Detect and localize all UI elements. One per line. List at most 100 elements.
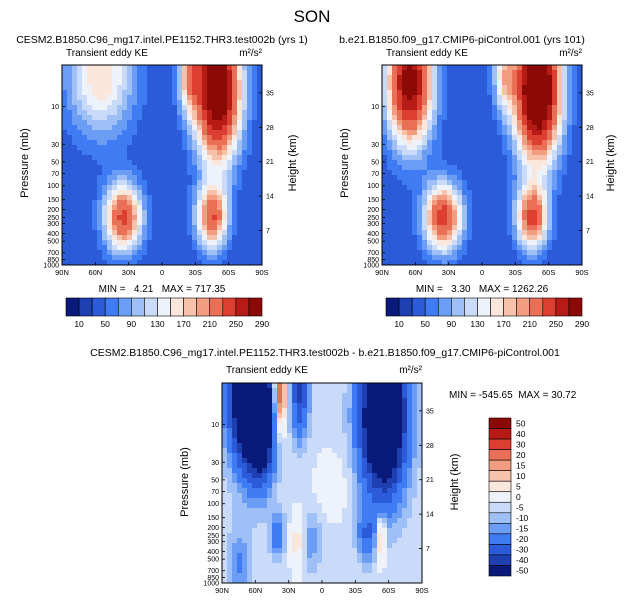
heatmap-cell: [292, 523, 298, 529]
heatmap-cell: [387, 483, 393, 489]
heatmap-cell: [142, 255, 148, 261]
heatmap-cell: [162, 180, 168, 186]
heatmap-cell: [472, 120, 478, 126]
heatmap-cell: [242, 195, 248, 201]
heatmap-cell: [212, 95, 218, 101]
heatmap-cell: [182, 140, 188, 146]
heatmap-cell: [402, 95, 408, 101]
heatmap-cell: [357, 553, 363, 559]
heatmap-cell: [432, 75, 438, 81]
heatmap-cell: [267, 478, 273, 484]
heatmap-cell: [382, 468, 388, 474]
heatmap-cell: [477, 260, 483, 266]
heatmap-cell: [117, 130, 123, 136]
heatmap-cell: [227, 578, 233, 584]
heatmap-cell: [572, 105, 578, 111]
heatmap-cell: [542, 105, 548, 111]
heatmap-cell: [387, 558, 393, 564]
heatmap-cell: [487, 125, 493, 131]
heatmap-cell: [507, 205, 513, 211]
heatmap-cell: [257, 523, 263, 529]
heatmap-cell: [417, 418, 423, 424]
heatmap-cell: [117, 210, 123, 216]
heatmap-cell: [412, 523, 418, 529]
heatmap-cell: [152, 130, 158, 136]
heatmap-cell: [577, 205, 583, 211]
heatmap-cell: [547, 260, 553, 266]
heatmap-cell: [557, 190, 563, 196]
heatmap-cell: [497, 200, 503, 206]
heatmap-cell: [337, 478, 343, 484]
heatmap-cell: [262, 418, 268, 424]
heatmap-cell: [327, 433, 333, 439]
colorbar-label: 250: [229, 319, 243, 329]
heatmap-cell: [487, 195, 493, 201]
heatmap-cell: [507, 75, 513, 81]
heatmap-cell: [537, 140, 543, 146]
heatmap-cell: [532, 235, 538, 241]
heatmap-cell: [192, 90, 198, 96]
heatmap-cell: [347, 483, 353, 489]
heatmap-cell: [387, 130, 393, 136]
heatmap-cell: [462, 70, 468, 76]
heatmap-cell: [297, 498, 303, 504]
heatmap-cell: [347, 413, 353, 419]
heatmap-cell: [532, 155, 538, 161]
heatmap-cell: [302, 563, 308, 569]
heatmap-cell: [422, 115, 428, 121]
heatmap-cell: [232, 245, 238, 251]
heatmap-cell: [127, 175, 133, 181]
heatmap-cell: [512, 150, 518, 156]
heatmap-cell: [332, 493, 338, 499]
heatmap-cell: [67, 165, 73, 171]
heatmap-cell: [352, 418, 358, 424]
heatmap-cell: [162, 215, 168, 221]
heatmap-cell: [382, 85, 388, 91]
heatmap-cell: [267, 448, 273, 454]
heatmap-cell: [277, 503, 283, 509]
heatmap-cell: [317, 388, 323, 394]
heatmap-cell: [162, 115, 168, 121]
heatmap-cell: [522, 225, 528, 231]
heatmap-cell: [497, 225, 503, 231]
heatmap-cell: [402, 488, 408, 494]
heatmap-cell: [437, 90, 443, 96]
heatmap-cell: [412, 170, 418, 176]
heatmap-cell: [492, 260, 498, 266]
heatmap-cell: [297, 483, 303, 489]
heatmap-cell: [127, 80, 133, 86]
heatmap-cell: [262, 398, 268, 404]
heatmap-cell: [562, 205, 568, 211]
heatmap-cell: [332, 388, 338, 394]
heatmap-cell: [97, 240, 103, 246]
heatmap-cell: [377, 403, 383, 409]
heatmap-cell: [472, 235, 478, 241]
heatmap-cell: [232, 200, 238, 206]
heatmap-cell: [577, 215, 583, 221]
heatmap-cell: [577, 210, 583, 216]
heatmap-cell: [382, 130, 388, 136]
heatmap-cell: [437, 190, 443, 196]
heatmap-cell: [457, 240, 463, 246]
heatmap-cell: [247, 160, 253, 166]
heatmap-cell: [572, 140, 578, 146]
heatmap-cell: [177, 255, 183, 261]
heatmap-cell: [87, 160, 93, 166]
left-subtitle: Transient eddy KE: [386, 48, 468, 59]
heatmap-cell: [212, 185, 218, 191]
heatmap-cell: [122, 235, 128, 241]
heatmap-cell: [272, 568, 278, 574]
heatmap-cell: [157, 200, 163, 206]
heatmap-cell: [562, 235, 568, 241]
heatmap-cell: [117, 90, 123, 96]
heatmap-cell: [557, 260, 563, 266]
heatmap-cell: [202, 160, 208, 166]
heatmap-cell: [327, 563, 333, 569]
heatmap-cell: [237, 65, 243, 71]
heatmap-cell: [542, 110, 548, 116]
heatmap-cell: [512, 215, 518, 221]
heatmap-cell: [152, 230, 158, 236]
heatmap-cell: [362, 488, 368, 494]
heatmap-cell: [357, 508, 363, 514]
heatmap-cell: [227, 403, 233, 409]
